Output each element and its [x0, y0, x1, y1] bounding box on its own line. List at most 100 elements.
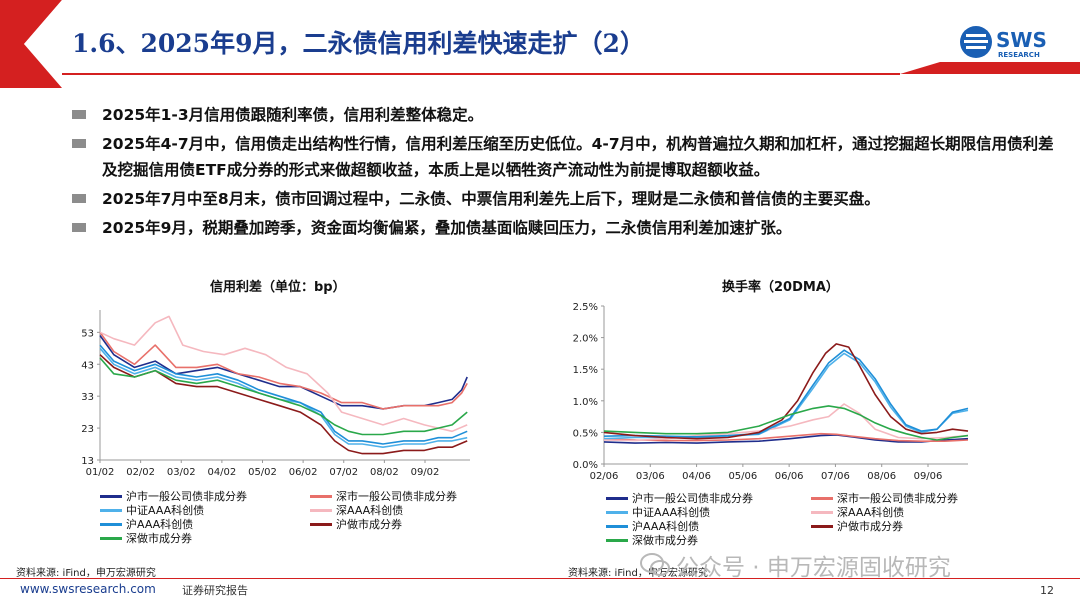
x-tick-label: 02/02	[126, 467, 155, 478]
bullet-text: 2025年1-3月信用债跟随利率债，信用利差整体稳定。	[102, 106, 484, 124]
legend-item: 沪做市成分券	[811, 518, 903, 534]
y-tick-label: 2.5%	[573, 302, 598, 313]
legend-label: 沪AAA科创债	[126, 518, 194, 531]
bullet-text: 2025年9月，税期叠加跨季，资金面均衡偏紧，叠加债基面临赎回压力，二永债信用利…	[102, 219, 792, 237]
x-tick-label: 01/02	[86, 467, 115, 478]
bullet-marker-icon	[72, 223, 86, 232]
legend-swatch	[811, 524, 833, 528]
legend-swatch	[811, 510, 833, 514]
legend-label: 深市一般公司债非成分券	[336, 490, 457, 503]
legend-item: 深市一般公司债非成分券	[811, 490, 958, 506]
y-tick-label: 43	[81, 360, 94, 371]
page-number: 12	[1040, 584, 1054, 597]
logo-subtext: RESEARCH	[998, 51, 1040, 59]
bullet-item: 2025年7月中至8月末，债市回调过程中，二永债、中票信用利差先上后下，理财是二…	[72, 186, 1062, 212]
series-line	[99, 315, 468, 433]
legend-swatch	[606, 496, 628, 500]
legend-label: 沪AAA科创债	[632, 520, 700, 533]
watermark-text: 公众号 · 申万宏源固收研究	[676, 555, 951, 581]
source-note-right: 资料来源: iFind，申万宏源研究	[568, 568, 708, 579]
legend-swatch	[606, 510, 628, 514]
x-tick-label: 08/02	[370, 467, 399, 478]
y-tick-label: 53	[81, 328, 94, 339]
legend-swatch	[606, 538, 628, 542]
legend-item: 深做市成分券	[606, 532, 698, 548]
legend-swatch	[811, 496, 833, 500]
logo-text: SWS	[996, 28, 1047, 52]
legend-label: 深市一般公司债非成分券	[837, 492, 958, 505]
x-tick-label: 03/02	[167, 467, 196, 478]
legend-item: 沪AAA科创债	[606, 518, 699, 534]
bullet-item: 2025年9月，税期叠加跨季，资金面均衡偏紧，叠加债基面临赎回压力，二永债信用利…	[72, 215, 1062, 241]
x-tick-label: 07/06	[821, 471, 850, 482]
x-tick-label: 09/06	[914, 471, 943, 482]
series-line	[603, 352, 969, 440]
legend-item: 深AAA科创债	[811, 504, 904, 520]
sws-logo: SWS RESEARCH	[958, 22, 1058, 62]
bullet-marker-icon	[72, 194, 86, 203]
y-tick-label: 1.0%	[573, 397, 598, 408]
legend-label: 沪做市成分券	[837, 520, 903, 533]
legend-label: 深做市成分券	[126, 532, 192, 545]
x-tick-label: 04/06	[682, 471, 711, 482]
legend-item: 中证AAA科创债	[100, 502, 204, 518]
chart2-title: 换手率（20DMA）	[722, 280, 839, 295]
legend-label: 中证AAA科创债	[632, 506, 711, 519]
legend-swatch	[100, 508, 122, 512]
credit-spread-chart: 13 23 33 43 53 01/02 02/02 03/02 04/02 05/02 06/02…	[81, 310, 470, 478]
chart2-legend: 沪市一般公司债非成分券 深市一般公司债非成分券 中证AAA科创债 深AAA科创债…	[606, 490, 1026, 550]
x-tick-label: 02/06	[590, 471, 619, 482]
series-line	[603, 349, 969, 438]
chart1-title: 信用利差（单位：bp）	[210, 280, 346, 295]
x-tick-label: 09/02	[411, 467, 440, 478]
x-tick-label: 03/06	[636, 471, 665, 482]
legend-label: 深做市成分券	[632, 534, 698, 547]
footer-website-link[interactable]: www.swsresearch.com	[20, 582, 156, 596]
series-line	[603, 432, 969, 442]
bullet-marker-icon	[72, 110, 86, 119]
legend-item: 沪AAA科创债	[100, 516, 193, 532]
series-line	[603, 434, 969, 444]
legend-swatch	[100, 494, 122, 498]
chart1-legend: 沪市一般公司债非成分券 深市一般公司债非成分券 中证AAA科创债 深AAA科创债…	[100, 488, 520, 548]
legend-item: 沪市一般公司债非成分券	[606, 490, 753, 506]
x-tick-label: 07/02	[329, 467, 358, 478]
y-tick-label: 0.5%	[573, 428, 598, 439]
legend-label: 沪市一般公司债非成分券	[126, 490, 247, 503]
series-line	[99, 344, 468, 445]
bullet-marker-icon	[72, 139, 86, 148]
series-line	[99, 354, 468, 455]
x-tick-label: 06/06	[775, 471, 804, 482]
legend-item: 中证AAA科创债	[606, 504, 710, 520]
bullet-text: 2025年4-7月中，信用债走出结构性行情，信用利差压缩至历史低位。4-7月中，…	[102, 135, 1054, 179]
y-tick-label: 2.0%	[573, 334, 598, 345]
x-tick-label: 05/06	[728, 471, 757, 482]
header-banner	[0, 0, 1080, 88]
bullet-text: 2025年7月中至8月末，债市回调过程中，二永债、中票信用利差先上后下，理财是二…	[102, 190, 880, 208]
legend-swatch	[310, 494, 332, 498]
wechat-icon	[640, 553, 670, 577]
legend-label: 深AAA科创债	[336, 504, 404, 517]
legend-label: 沪市一般公司债非成分券	[632, 492, 753, 505]
series-line	[99, 331, 468, 410]
x-tick-label: 08/06	[867, 471, 896, 482]
source-note-left: 资料来源: iFind，申万宏源研究	[16, 568, 156, 579]
bullet-item: 2025年4-7月中，信用债走出结构性行情，信用利差压缩至历史低位。4-7月中，…	[72, 131, 1062, 183]
legend-label: 中证AAA科创债	[126, 504, 205, 517]
legend-swatch	[310, 508, 332, 512]
bullet-list: 2025年1-3月信用债跟随利率债，信用利差整体稳定。 2025年4-7月中，信…	[72, 102, 1062, 244]
page-title: 1.6、2025年9月，二永债信用利差快速走扩（2）	[72, 29, 645, 58]
legend-label: 深AAA科创债	[837, 506, 905, 519]
y-tick-label: 1.5%	[573, 365, 598, 376]
x-tick-label: 04/02	[207, 467, 236, 478]
legend-swatch	[606, 524, 628, 528]
legend-item: 深市一般公司债非成分券	[310, 488, 457, 504]
legend-item: 深做市成分券	[100, 530, 192, 546]
x-tick-label: 06/02	[289, 467, 318, 478]
footer-report-label: 证券研究报告	[182, 584, 248, 597]
y-tick-label: 13	[81, 456, 94, 467]
legend-swatch	[100, 522, 122, 526]
series-line	[603, 405, 969, 441]
x-tick-label: 05/02	[248, 467, 277, 478]
y-tick-label: 23	[81, 424, 94, 435]
